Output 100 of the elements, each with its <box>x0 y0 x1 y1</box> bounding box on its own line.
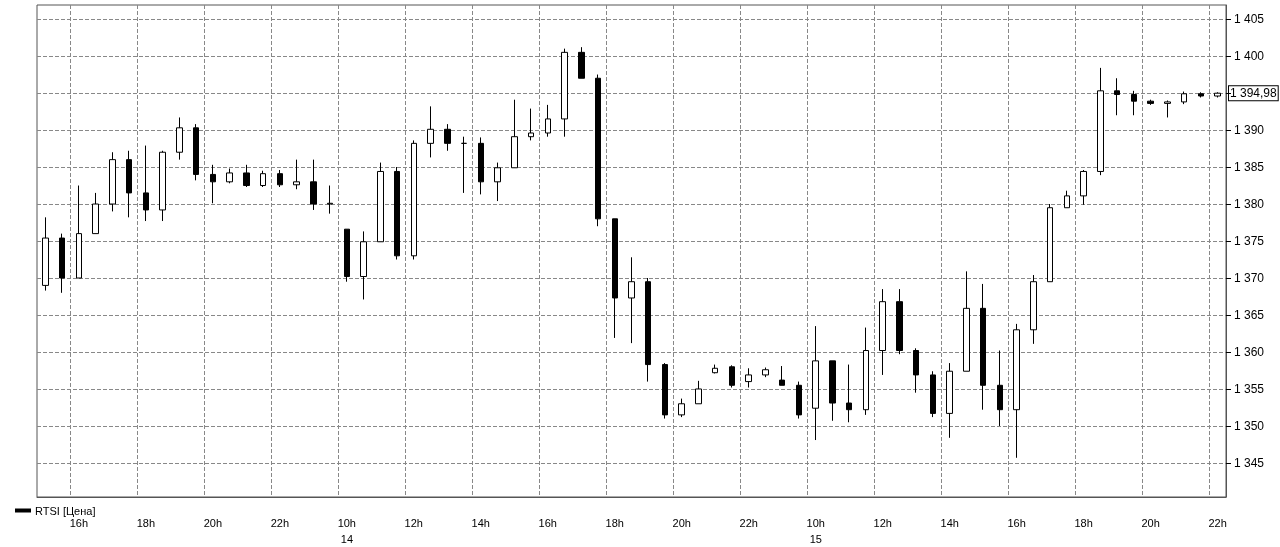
candlestick <box>695 380 702 405</box>
candlestick <box>645 277 651 383</box>
candlestick <box>1013 323 1020 459</box>
candlestick <box>494 162 501 202</box>
candlestick <box>628 256 635 344</box>
candlestick <box>1164 99 1171 118</box>
x-tick-label: 22h <box>270 516 289 529</box>
x-tick-label: 22h <box>739 516 758 529</box>
x-tick-label: 12h <box>404 516 423 529</box>
candlestick <box>126 150 132 218</box>
y-tick-label: 1 400 <box>1234 49 1265 64</box>
candlestick <box>59 233 65 294</box>
candlestick <box>92 192 99 235</box>
candlestick <box>678 398 685 418</box>
candlestick <box>344 228 350 283</box>
candlestick <box>193 123 199 181</box>
x-tick-label: 18h <box>1074 516 1093 529</box>
candlestick <box>745 367 752 388</box>
text: 15 <box>809 532 822 545</box>
candlestick <box>159 150 166 222</box>
candlestick <box>879 288 886 376</box>
candlestick <box>595 74 601 227</box>
candlestick <box>427 105 434 158</box>
x-tick-label: 12h <box>873 516 892 529</box>
candlestick <box>612 218 618 339</box>
candlestick <box>109 151 116 212</box>
candlestick <box>913 347 919 394</box>
candlestick <box>545 104 551 138</box>
candlestick <box>997 350 1003 427</box>
candlestick <box>360 230 367 300</box>
y-tick-label: 1 405 <box>1234 12 1265 27</box>
x-tick-label: 20h <box>203 516 223 529</box>
candlestick <box>1181 91 1187 105</box>
candlestick <box>260 170 266 188</box>
x-tick-label: 18h <box>136 516 156 529</box>
candlestick <box>812 325 819 441</box>
x-tick-label: 14h <box>940 516 959 529</box>
x-tick-label: 10h <box>337 516 356 529</box>
y-tick-label: 1 355 <box>1234 381 1265 396</box>
candlestick <box>1214 91 1221 98</box>
candlestick <box>42 216 49 292</box>
candlestick <box>712 364 718 374</box>
x-tick-label: 18h <box>605 516 624 529</box>
candlestick <box>277 169 283 188</box>
candlestick <box>411 139 417 261</box>
candlestick <box>461 136 467 194</box>
candlestick <box>511 99 518 169</box>
candlestick <box>863 327 869 416</box>
candlestick <box>1198 91 1204 98</box>
x-tick-label: 16h <box>538 516 557 529</box>
candlestick <box>377 162 384 243</box>
x-tick-label: 16h <box>69 516 89 529</box>
y-tick-label: 1 385 <box>1234 160 1265 175</box>
candlestick <box>963 270 970 372</box>
y-tick-label: 1 345 <box>1234 455 1265 470</box>
candlestick <box>779 365 785 386</box>
x-tick-label: 22h <box>1208 516 1227 529</box>
y-tick-label: 1 390 <box>1234 123 1265 138</box>
candlestick <box>444 123 451 152</box>
x-tick-label: 20h <box>672 516 691 529</box>
candlestick <box>829 360 836 422</box>
x-tick-label: 16h <box>1007 516 1026 529</box>
legend-label: RTSI [Цена] <box>35 504 96 517</box>
candlestick <box>327 185 333 215</box>
candlestick <box>729 364 735 388</box>
x-tick-label: 20h <box>1141 516 1160 529</box>
candlestick <box>796 381 802 420</box>
candlestick <box>846 364 852 423</box>
candlestick <box>143 145 149 222</box>
candlestick <box>1064 190 1070 209</box>
candlestick <box>210 164 216 204</box>
candlestick <box>76 185 82 279</box>
text: 14 <box>340 532 354 545</box>
y-tick-label: 1 375 <box>1234 234 1265 249</box>
y-tick-label: 1 350 <box>1234 418 1265 433</box>
candlestick <box>1097 67 1104 176</box>
candlestick <box>896 288 903 355</box>
candlestick <box>946 362 953 439</box>
candlestick <box>394 166 400 261</box>
y-tick-label: 1 365 <box>1234 308 1265 322</box>
candlestick <box>528 108 534 141</box>
candlestick <box>478 136 484 195</box>
candlestick <box>176 116 183 161</box>
candlestick <box>310 159 317 211</box>
candlestick <box>980 283 986 411</box>
candlestick <box>662 362 668 420</box>
y-tick-label: 1 380 <box>1234 197 1265 212</box>
x-tick-label: 10h <box>806 516 825 529</box>
candlestick <box>293 159 300 190</box>
candlestick <box>226 168 233 184</box>
candlestick <box>1131 90 1137 116</box>
candlestick <box>1147 99 1154 106</box>
y-tick-label: 1 370 <box>1234 271 1265 285</box>
text: 1 394,98 <box>1230 86 1278 101</box>
candlestick <box>1030 274 1037 345</box>
candlestick <box>1047 203 1053 283</box>
candlestick <box>243 164 250 188</box>
candlestick <box>762 367 769 378</box>
candlestick <box>930 370 936 418</box>
candlestick <box>578 46 585 79</box>
